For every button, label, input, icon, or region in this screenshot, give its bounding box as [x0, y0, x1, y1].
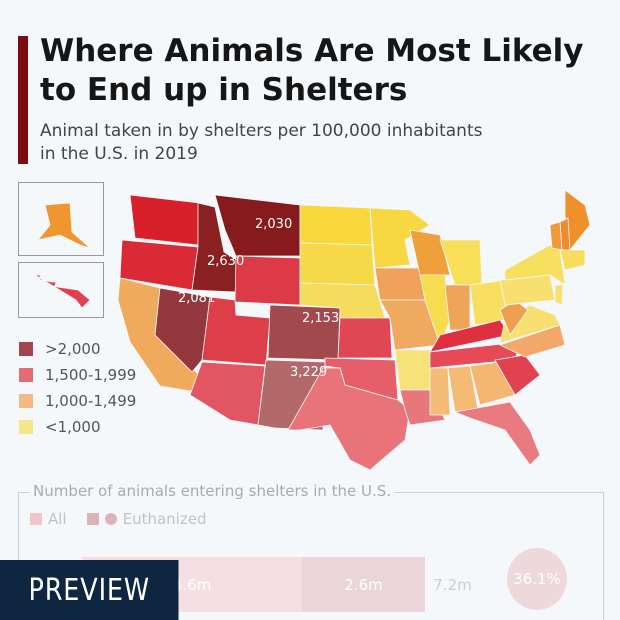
state-mt [214, 194, 301, 257]
percent-circle: 36.1% [507, 548, 567, 610]
state-fl [453, 401, 541, 466]
state-value-mt: 2,030 [255, 217, 292, 232]
state-nv [154, 287, 211, 373]
state-vt [549, 221, 563, 251]
state-ak [36, 202, 91, 249]
legend-swatch [19, 342, 33, 356]
state-nd [299, 204, 373, 246]
value-all: 4.6m [172, 575, 212, 594]
preview-badge: PREVIEW [0, 560, 179, 620]
panel-legend: All Euthanized [30, 510, 206, 528]
state-me [564, 189, 591, 251]
state-nc [498, 324, 566, 358]
state-value-nm: 3,229 [290, 365, 327, 380]
state-value-id: 2,630 [207, 254, 244, 269]
legend-item: <1,000 [19, 418, 101, 436]
legend-item: 1,000-1,499 [19, 392, 136, 410]
total-label: 7.2m [433, 575, 472, 594]
state-ia [374, 267, 426, 301]
state-mo [379, 299, 441, 351]
page-title: Where Animals Are Most Likely to End up … [40, 33, 584, 108]
legend-label: >2,000 [45, 340, 101, 358]
state-nj [554, 284, 564, 306]
subtitle-line-1: Animal taken in by shelters per 100,000 … [40, 121, 483, 141]
state-sd [299, 242, 376, 286]
panel-title: Number of animals entering shelters in t… [30, 482, 395, 500]
state-ma [559, 249, 586, 271]
state-ms [429, 367, 451, 416]
state-az [189, 361, 266, 426]
state-hi [33, 274, 91, 309]
state-ar [394, 349, 433, 391]
legend-all: All [48, 510, 67, 528]
title-accent-bar [18, 36, 28, 164]
all-swatch [30, 513, 42, 525]
state-il [419, 274, 451, 347]
subtitle: Animal taken in by shelters per 100,000 … [40, 120, 482, 166]
euthanized-dot [104, 513, 117, 525]
state-ny [504, 244, 566, 286]
state-value-co: 2,153 [302, 311, 339, 326]
legend-item: 1,500-1,999 [19, 366, 136, 384]
state-value-nv: 2,081 [178, 291, 215, 306]
state-sc [494, 354, 541, 396]
value-euthanized: 2.6m [344, 575, 383, 594]
legend-swatch [19, 420, 33, 434]
state-ut [201, 296, 271, 366]
total-value: 7.2m [425, 557, 480, 612]
percent-label: 36.1% [513, 570, 561, 588]
legend-euthanized: Euthanized [122, 510, 207, 528]
state-tx [287, 367, 411, 471]
state-oh [469, 279, 506, 326]
legend-swatch [19, 368, 33, 382]
legend-item: >2,000 [19, 340, 101, 358]
euthanized-swatch [86, 513, 99, 525]
state-wy [234, 255, 301, 306]
legend-label: 1,500-1,999 [45, 366, 137, 384]
bar-euthanized: 2.6m [302, 557, 425, 612]
subtitle-line-2: in the U.S. in 2019 [40, 144, 198, 164]
state-ks [337, 317, 393, 359]
legend-label: <1,000 [45, 418, 101, 436]
legend-label: 1,000-1,499 [45, 392, 137, 410]
state-wa [129, 194, 201, 246]
legend-swatch [19, 394, 33, 408]
